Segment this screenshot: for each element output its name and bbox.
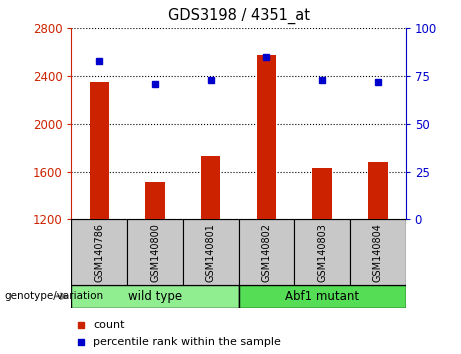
- Text: GSM140804: GSM140804: [373, 223, 383, 282]
- Bar: [127, 219, 183, 285]
- Bar: [238, 285, 406, 308]
- Bar: [238, 219, 294, 285]
- Bar: [145, 182, 165, 219]
- Bar: [201, 156, 220, 219]
- Bar: [368, 162, 388, 219]
- Text: count: count: [93, 320, 124, 330]
- Bar: [350, 219, 406, 285]
- Text: wild type: wild type: [128, 290, 182, 303]
- Text: genotype/variation: genotype/variation: [5, 291, 104, 301]
- Bar: [71, 219, 127, 285]
- Text: GSM140802: GSM140802: [261, 223, 272, 282]
- Title: GDS3198 / 4351_at: GDS3198 / 4351_at: [167, 8, 310, 24]
- Text: percentile rank within the sample: percentile rank within the sample: [93, 337, 281, 347]
- Bar: [71, 285, 239, 308]
- Text: GSM140801: GSM140801: [206, 223, 216, 282]
- Bar: [183, 219, 238, 285]
- Text: Abf1 mutant: Abf1 mutant: [285, 290, 359, 303]
- Text: GSM140800: GSM140800: [150, 223, 160, 282]
- Bar: [257, 55, 276, 219]
- Text: GSM140786: GSM140786: [95, 223, 104, 282]
- Bar: [313, 168, 332, 219]
- Text: GSM140803: GSM140803: [317, 223, 327, 282]
- Bar: [89, 82, 109, 219]
- Bar: [294, 219, 350, 285]
